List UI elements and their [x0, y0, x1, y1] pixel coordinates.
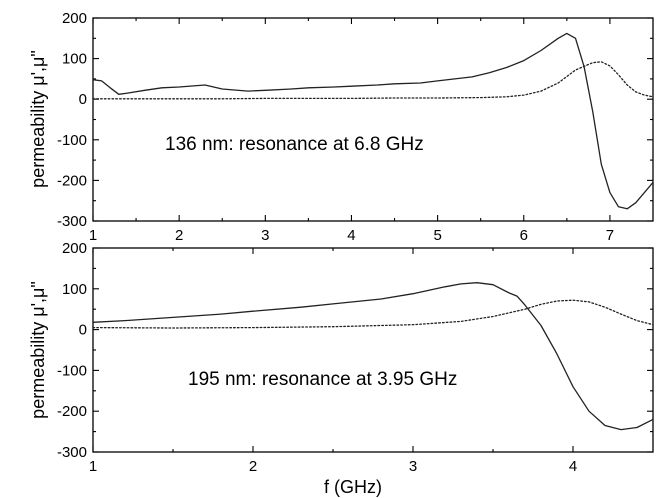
resonance-annotation: 195 nm: resonance at 3.95 GHz — [188, 369, 457, 390]
y-tick-label: -300 — [57, 444, 87, 461]
bottom-panel: 1 2 3 4 200 100 0 -100 -200 -300 195 nm: resonance… — [28, 240, 654, 497]
plot-frame — [92, 247, 654, 453]
y-tick-label: 200 — [62, 10, 87, 27]
y-tick-label: 100 — [62, 281, 87, 298]
series-line-imaginary — [93, 299, 653, 329]
x-tick-label: 4 — [569, 458, 577, 475]
y-tick-label: 200 — [62, 240, 87, 257]
x-tick-label: 2 — [249, 458, 257, 475]
series-line-real — [93, 32, 653, 210]
x-tick-label: 7 — [606, 227, 614, 244]
x-tick-label: 3 — [409, 458, 417, 475]
x-tick-label: 4 — [347, 227, 355, 244]
y-tick-label: 0 — [79, 322, 87, 339]
y-axis-title: permeability μ',μ" — [28, 50, 48, 188]
plot-frame — [92, 17, 654, 222]
x-tick-label: 5 — [433, 227, 441, 244]
y-tick-label: -100 — [57, 132, 87, 149]
y-tick-label: -100 — [57, 362, 87, 379]
x-tick-label: 1 — [89, 458, 97, 475]
y-tick-label: 100 — [62, 51, 87, 68]
x-tick-label: 6 — [520, 227, 528, 244]
series-line-real — [93, 282, 653, 431]
y-tick-label: -300 — [57, 213, 87, 230]
y-axis-title: permeability μ',μ" — [28, 281, 48, 419]
y-tick-label: -200 — [57, 172, 87, 189]
y-tick-label: -200 — [57, 403, 87, 420]
series-line-imaginary — [93, 61, 653, 100]
y-tick-label: 0 — [79, 91, 87, 108]
x-tick-label: 3 — [261, 227, 269, 244]
top-panel: 1 2 3 4 5 6 7 200 100 0 -100 -200 -300 136 nm: resona… — [28, 10, 654, 244]
x-tick-label: 1 — [89, 227, 97, 244]
x-tick-label: 2 — [175, 227, 183, 244]
resonance-annotation: 136 nm: resonance at 6.8 GHz — [165, 134, 424, 155]
x-axis-title: f (GHz) — [324, 477, 382, 497]
